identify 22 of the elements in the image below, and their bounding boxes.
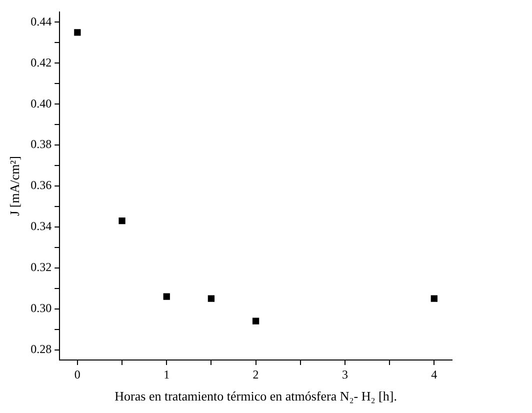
y-tick-label: 0.38 xyxy=(30,137,52,152)
y-tick-label: 0.28 xyxy=(30,342,52,356)
y-tick-label: 0.30 xyxy=(30,300,52,315)
point xyxy=(252,318,260,324)
y-tick-label: 0.42 xyxy=(30,55,52,70)
x-axis-title: Horas en tratamiento térmico en atmósfera N₂- H₂ [h]. xyxy=(114,388,397,404)
point xyxy=(430,295,438,302)
y-tick-label: 0.34 xyxy=(30,219,52,234)
x-tick-label: 3 xyxy=(342,367,348,382)
y-axis-title: J [mA/cm²] xyxy=(7,156,22,216)
point xyxy=(208,295,215,302)
point xyxy=(118,217,126,224)
x-tick-label: 2 xyxy=(252,367,259,382)
point xyxy=(163,293,170,300)
x-tick-label: 4 xyxy=(431,367,438,382)
y-tick-label: 0.32 xyxy=(30,260,52,274)
y-tick-label: 0.40 xyxy=(30,96,52,110)
x-tick-label: 1 xyxy=(164,367,170,382)
y-tick-label: 0.36 xyxy=(30,178,52,192)
point xyxy=(74,29,81,36)
y-tick-label: 0.44 xyxy=(30,14,52,28)
x-tick-label: 0 xyxy=(74,367,80,382)
